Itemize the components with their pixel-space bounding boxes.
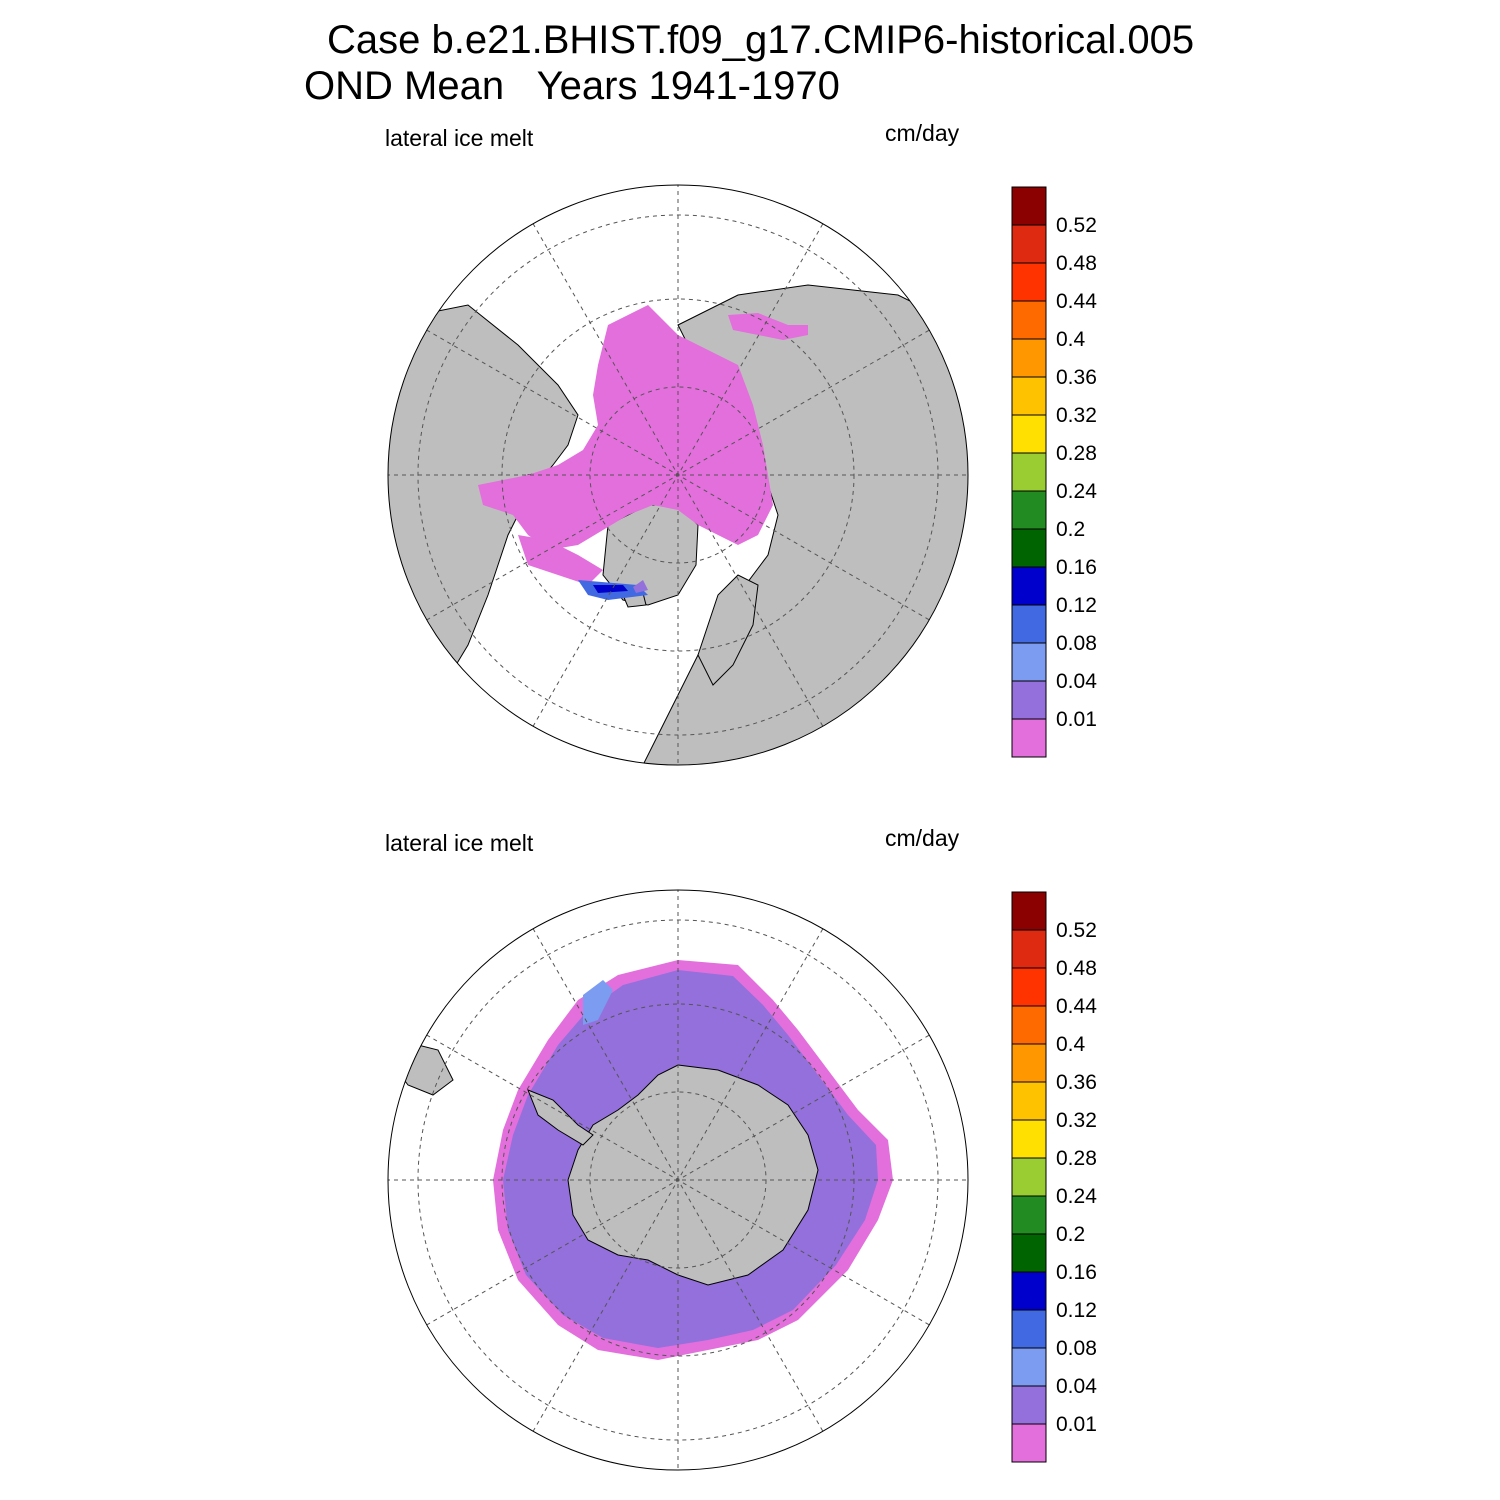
colorbar-south-label-8: 0.32 <box>1056 1109 1097 1132</box>
colorbar-north-label-9: 0.36 <box>1056 366 1097 389</box>
colorbar-south-label-12: 0.48 <box>1056 957 1097 980</box>
colorbar-north-box-1 <box>1011 680 1047 720</box>
antarctic-graticule <box>388 890 968 1470</box>
arctic-map-border <box>387 184 969 766</box>
melt-field-east-siberian-patch <box>728 313 808 340</box>
colorbar-north-box-14 <box>1011 186 1047 226</box>
colorbar-north-label-8: 0.32 <box>1056 404 1097 427</box>
colorbar-south-label-9: 0.36 <box>1056 1071 1097 1094</box>
colorbar-north-box-11 <box>1011 300 1047 340</box>
colorbar-south-box-2 <box>1011 1347 1047 1387</box>
colorbar-north-box-9 <box>1011 376 1047 416</box>
land-antarctica <box>567 1064 819 1286</box>
panel-south-variable-label: lateral ice melt <box>385 830 534 856</box>
colorbar-south-box-1 <box>1011 1385 1047 1425</box>
colorbar-south-label-11: 0.44 <box>1056 995 1097 1018</box>
colorbar-south-box-0 <box>1011 1423 1047 1463</box>
colorbar-north-label-13: 0.52 <box>1056 214 1097 237</box>
panel-north-variable-label: lateral ice melt <box>385 125 534 151</box>
colorbar-north-box-0 <box>1011 718 1047 758</box>
colorbar-north-box-12 <box>1011 262 1047 302</box>
land-antarctic-peninsula <box>527 1089 594 1146</box>
colorbar-north-label-11: 0.44 <box>1056 290 1097 313</box>
colorbar-north-box-2 <box>1011 642 1047 682</box>
colorbar-south: 0.01 0.04 0.08 0.12 0.16 0.2 0.24 0.28 0.32 0.36 0… <box>1011 891 1097 1463</box>
colorbar-north-label-4: 0.16 <box>1056 556 1097 579</box>
colorbar-south-label-7: 0.28 <box>1056 1147 1097 1170</box>
colorbar-south-label-2: 0.08 <box>1056 1337 1097 1360</box>
antarctic-map-border <box>387 889 969 1471</box>
antarctic-map <box>387 889 969 1471</box>
colorbar-north-label-10: 0.4 <box>1056 328 1086 351</box>
colorbar-south-label-4: 0.16 <box>1056 1261 1097 1284</box>
antarctic-melt-light-blue <box>583 980 613 1025</box>
colorbar-north-box-6 <box>1011 490 1047 530</box>
melt-field-greenland-sea-light <box>633 580 648 593</box>
colorbar-north-label-7: 0.28 <box>1056 442 1097 465</box>
colorbar-north-box-10 <box>1011 338 1047 378</box>
figure-title-line2: OND Mean Years 1941-1970 <box>304 64 840 108</box>
colorbar-south-box-5 <box>1011 1233 1047 1273</box>
colorbar-south-box-6 <box>1011 1195 1047 1235</box>
land-scandinavia <box>697 574 759 686</box>
colorbar-south-box-3 <box>1011 1309 1047 1349</box>
colorbar-south-label-5: 0.2 <box>1056 1223 1085 1246</box>
colorbar-north-label-0: 0.01 <box>1056 708 1097 731</box>
colorbar-north-box-8 <box>1011 414 1047 454</box>
arctic-melt-field <box>478 305 773 550</box>
panel-south-units-label: cm/day <box>885 825 960 851</box>
colorbar-south-label-0: 0.01 <box>1056 1413 1097 1436</box>
colorbar-north-label-5: 0.2 <box>1056 518 1085 541</box>
colorbar-south-box-4 <box>1011 1271 1047 1311</box>
colorbar-south-box-8 <box>1011 1119 1047 1159</box>
panel-north-units-label: cm/day <box>885 120 960 146</box>
colorbar-south-label-1: 0.04 <box>1056 1375 1097 1398</box>
colorbar-north-label-3: 0.12 <box>1056 594 1097 617</box>
colorbar-north-box-4 <box>1011 566 1047 606</box>
colorbar-south-label-13: 0.52 <box>1056 919 1097 942</box>
arctic-graticule <box>388 185 968 765</box>
colorbar-south-box-9 <box>1011 1081 1047 1121</box>
colorbar-north-label-6: 0.24 <box>1056 480 1097 503</box>
colorbar-north-label-1: 0.04 <box>1056 670 1097 693</box>
colorbar-north-box-13 <box>1011 224 1047 264</box>
colorbar-south-box-13 <box>1011 929 1047 969</box>
colorbar-south-label-3: 0.12 <box>1056 1299 1097 1322</box>
arctic-map <box>387 184 969 766</box>
colorbar-north: 0.01 0.04 0.08 0.12 0.16 0.2 0.24 0.28 0.32 0.36 0… <box>1011 186 1097 758</box>
colorbar-north-label-2: 0.08 <box>1056 632 1097 655</box>
melt-field-baffin <box>518 535 603 585</box>
colorbar-south-box-12 <box>1011 967 1047 1007</box>
colorbar-north-box-5 <box>1011 528 1047 568</box>
colorbar-north-label-12: 0.48 <box>1056 252 1097 275</box>
melt-field-greenland-sea-strong <box>593 585 628 593</box>
colorbar-south-label-6: 0.24 <box>1056 1185 1097 1208</box>
colorbar-south-label-10: 0.4 <box>1056 1033 1086 1056</box>
colorbar-south-box-14 <box>1011 891 1047 931</box>
colorbar-south-box-7 <box>1011 1157 1047 1197</box>
colorbar-south-box-11 <box>1011 1005 1047 1045</box>
colorbar-north-box-3 <box>1011 604 1047 644</box>
figure-title-line1: Case b.e21.BHIST.f09_g17.CMIP6-historica… <box>327 18 1195 62</box>
colorbar-south-box-10 <box>1011 1043 1047 1083</box>
colorbar-north-box-7 <box>1011 452 1047 492</box>
